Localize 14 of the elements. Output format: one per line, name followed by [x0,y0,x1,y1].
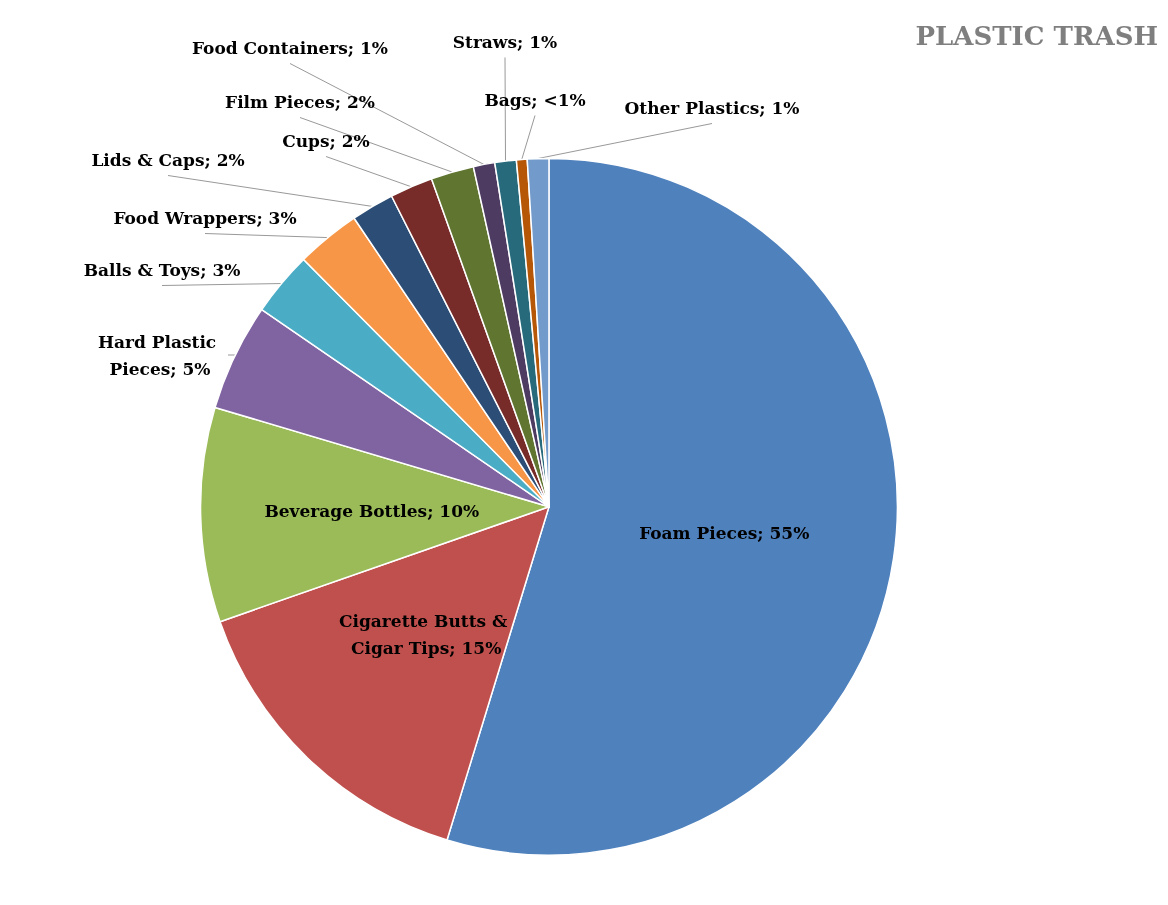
slice-label: Other Plastics; 1% [624,98,800,118]
slice-label: Foam Pieces; 55% [639,523,810,544]
slice-label: Lids & Caps; 2% [91,150,245,170]
slice-label: Beverage Bottles; 10% [264,500,480,521]
slice-label: Cigarette Butts & Cigar Tips; 15% [338,611,514,659]
slice-label: Straws; 1% [452,32,558,52]
slice-label: Food Wrappers; 3% [113,208,297,228]
slice-label: Hard Plastic Pieces; 5% [97,331,223,379]
slice-label: Bags; <1% [484,90,586,110]
slice-label: Cups; 2% [282,131,370,151]
text: PLASTIC TRASH [915,21,1159,51]
slice-label: Film Pieces; 2% [225,92,375,112]
slice-label: Balls & Toys; 3% [83,260,241,280]
slice-label: Food Containers; 1% [191,38,389,58]
